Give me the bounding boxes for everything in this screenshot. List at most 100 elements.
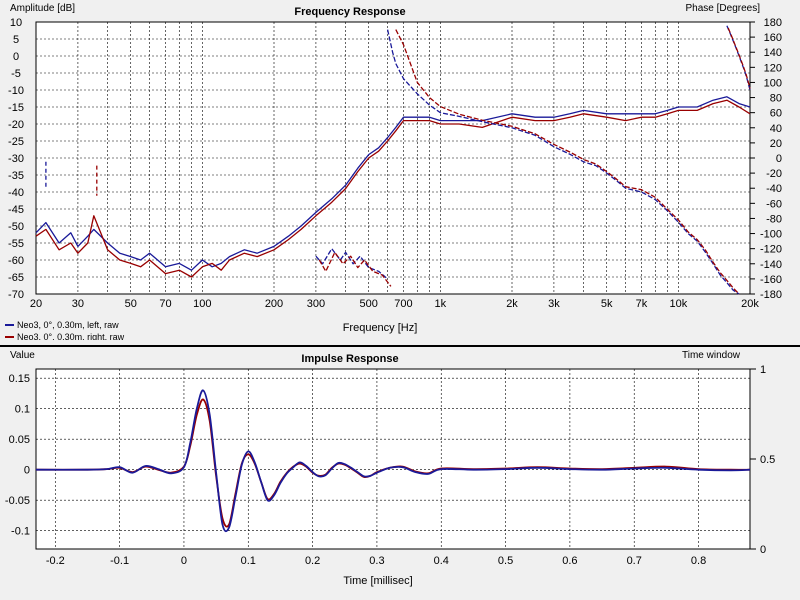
fr-y-tick-label: -30: [8, 153, 24, 165]
fr-y2-tick-label: 100: [764, 77, 782, 89]
fr-y-tick-label: 10: [10, 17, 22, 29]
fr-y2-tick-label: 160: [764, 32, 782, 44]
impulse-response-chart: Value Impulse Response Time window -0.2-…: [5, 350, 775, 587]
fr-y-tick-label: -50: [8, 221, 24, 233]
fr-x-tick-label: 20k: [741, 298, 759, 310]
fr-y2-tick-label: -80: [766, 213, 782, 225]
ir-x-tick-label: 0.1: [241, 555, 256, 567]
fr-x-tick-label: 300: [307, 298, 325, 310]
fr-y2-tick-label: 180: [764, 17, 782, 29]
ir-x-tick-label: 0.8: [691, 555, 706, 567]
fr-x-tick-labels: 20 30 50 70 100 200 300 500 700 1k 2k 3k 5k 7k 10k 20k: [30, 298, 759, 310]
fr-y-tick-labels: 10 5 0 -5 -10 -15 -20 -25 -30 -35 -40 -45 -50 -55 -60 -…: [8, 17, 24, 301]
fr-x-tick-label: 500: [360, 298, 378, 310]
legend-label-right: Neo3, 0°, 0.30m, right, raw: [17, 332, 125, 340]
ir-x-tick-label: 0.3: [369, 555, 384, 567]
fr-y-tick-label: -40: [8, 187, 24, 199]
ir-x-tick-label: 0.6: [562, 555, 577, 567]
fr-x-tick-label: 50: [125, 298, 137, 310]
fr-x-tick-label: 20: [30, 298, 42, 310]
fr-x-tick-label: 700: [394, 298, 412, 310]
fr-series-line-0: [35, 96, 751, 271]
ir-x-tick-label: 0.2: [305, 555, 320, 567]
fr-y2-tick-label: 120: [764, 62, 782, 74]
fr-x-tick-label: 1k: [435, 298, 447, 310]
legend: Neo3, 0°, 0.30m, left, raw Neo3, 0°, 0.3…: [5, 320, 125, 340]
ir-y-tick-label: -0.1: [11, 526, 30, 538]
ir-x-tick-labels: -0.2 -0.1 0 0.1 0.2 0.3 0.4 0.5 0.6 0.7 0.8: [46, 555, 706, 567]
fr-x-tick-label: 100: [193, 298, 211, 310]
fr-y2-tick-label: -120: [760, 244, 782, 256]
fr-series-group: [35, 25, 751, 295]
fr-ylabel: Amplitude [dB]: [10, 3, 75, 14]
ir-x-tick-label: 0.4: [434, 555, 449, 567]
ir-plot-area[interactable]: [35, 368, 751, 550]
fr-y2-tick-label: -160: [760, 274, 782, 286]
ir-y-tick-label: -0.05: [5, 495, 30, 507]
fr-y2-tick-label: 140: [764, 47, 782, 59]
ir-y2-tick-label: 0.5: [760, 454, 775, 466]
fr-y-tick-label: -10: [8, 85, 24, 97]
ir-y-tick-label: 0.15: [9, 373, 30, 385]
fr-series-line-1: [35, 99, 751, 278]
fr-x-tick-label: 5k: [601, 298, 613, 310]
ir-y2-tick-label: 0: [760, 544, 766, 556]
fr-y2-tick-label: 60: [770, 108, 782, 120]
fr-y2-tick-label: 80: [770, 93, 782, 105]
fr-series-line-3: [395, 29, 740, 295]
fr-y-tick-label: -5: [11, 68, 21, 80]
fr-x-tick-label: 70: [159, 298, 171, 310]
fr-x-tick-label: 30: [72, 298, 84, 310]
ir-y2-tick-labels: 10.50: [750, 364, 775, 556]
ir-y2-tick-label: 1: [760, 364, 766, 376]
legend-label-left: Neo3, 0°, 0.30m, left, raw: [17, 320, 119, 330]
ir-x-tick-label: -0.2: [46, 555, 65, 567]
fr-y-tick-label: 5: [13, 34, 19, 46]
fr-y-tick-label: -20: [8, 119, 24, 131]
ir-x-tick-label: -0.1: [110, 555, 129, 567]
fr-series-line-5: [727, 27, 751, 89]
fr-x-tick-label: 7k: [636, 298, 648, 310]
fr-y2-tick-labels: 180 160 140 120 100 80 60 40 20 0 -20 -40 -60 -80 -100…: [750, 17, 782, 301]
fr-series-line-7: [318, 251, 392, 287]
fr-title: Frequency Response: [294, 6, 405, 18]
fr-y-tick-label: -55: [8, 238, 24, 250]
ir-series-line-1: [35, 389, 751, 533]
fr-y2-tick-label: -180: [760, 289, 782, 301]
ir-y-tick-label: 0.05: [9, 434, 30, 446]
ir-grid: [36, 369, 750, 549]
ir-xlabel: Time [millisec]: [343, 575, 412, 587]
fr-series-line-2: [386, 29, 740, 295]
ir-ylabel: Value: [10, 350, 35, 361]
fr-y2-tick-label: -140: [760, 259, 782, 271]
fr-y-tick-label: -60: [8, 255, 24, 267]
ir-series-group: [35, 389, 751, 533]
fr-x-tick-label: 2k: [506, 298, 518, 310]
fr-y2label: Phase [Degrees]: [686, 3, 761, 14]
fr-y-tick-label: -70: [8, 289, 24, 301]
fr-y2-tick-label: 40: [770, 123, 782, 135]
fr-y-tick-label: -35: [8, 170, 24, 182]
ir-x-tick-label: 0.7: [627, 555, 642, 567]
fr-y2-tick-label: -20: [766, 168, 782, 180]
fr-y-tick-label: -45: [8, 204, 24, 216]
panel-divider[interactable]: [0, 345, 800, 347]
ir-y-tick-labels: 0.15 0.1 0.05 0 -0.05 -0.1: [5, 373, 30, 538]
frequency-response-chart: Frequency Response Amplitude [dB] Phase …: [5, 3, 782, 340]
fr-y2-tick-label: -100: [760, 229, 782, 241]
fr-x-tick-label: 10k: [669, 298, 687, 310]
fr-x-tick-label: 200: [265, 298, 283, 310]
ir-title: Impulse Response: [301, 353, 398, 365]
ir-y-tick-label: 0: [24, 465, 30, 477]
fr-y2-tick-label: 20: [770, 138, 782, 150]
ir-y2label: Time window: [682, 350, 741, 361]
fr-xlabel: Frequency [Hz]: [343, 322, 418, 334]
fr-y2-tick-label: -40: [766, 183, 782, 195]
fr-x-tick-label: 3k: [548, 298, 560, 310]
fr-y-tick-label: -15: [8, 102, 24, 114]
ir-x-tick-label: 0.5: [498, 555, 513, 567]
ir-x-tick-label: 0: [181, 555, 187, 567]
fr-y-tick-label: -65: [8, 272, 24, 284]
ir-y-tick-label: 0.1: [15, 404, 30, 416]
fr-y-tick-label: -25: [8, 136, 24, 148]
